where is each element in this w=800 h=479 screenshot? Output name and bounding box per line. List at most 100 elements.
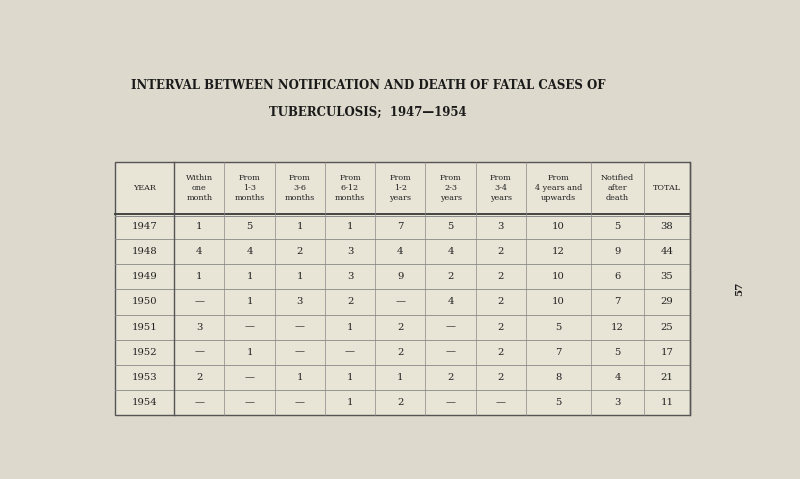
Text: —: — xyxy=(395,297,406,307)
Text: 1: 1 xyxy=(297,273,303,281)
Text: 4: 4 xyxy=(397,247,403,256)
Text: 12: 12 xyxy=(552,247,565,256)
Text: 4: 4 xyxy=(246,247,253,256)
Text: 2: 2 xyxy=(196,373,202,382)
Text: 3: 3 xyxy=(297,297,303,307)
Text: 1: 1 xyxy=(196,273,202,281)
Text: YEAR: YEAR xyxy=(133,184,156,192)
Text: 44: 44 xyxy=(661,247,674,256)
Text: 5: 5 xyxy=(614,222,621,231)
Text: 1950: 1950 xyxy=(132,297,158,307)
Text: 35: 35 xyxy=(661,273,674,281)
Bar xyxy=(115,162,690,415)
Text: —: — xyxy=(446,348,455,357)
Text: 12: 12 xyxy=(611,322,624,331)
Text: 11: 11 xyxy=(661,398,674,407)
Text: 10: 10 xyxy=(552,297,565,307)
Text: 4: 4 xyxy=(447,297,454,307)
Text: 1: 1 xyxy=(346,373,354,382)
Text: 10: 10 xyxy=(552,222,565,231)
Text: From
4 years and
upwards: From 4 years and upwards xyxy=(535,174,582,202)
Text: 5: 5 xyxy=(614,348,621,357)
Text: From
3-6
months: From 3-6 months xyxy=(285,174,315,202)
Text: From
1-3
months: From 1-3 months xyxy=(234,174,265,202)
Text: 38: 38 xyxy=(661,222,674,231)
Text: 6: 6 xyxy=(614,273,621,281)
Text: 1: 1 xyxy=(246,348,253,357)
Text: 9: 9 xyxy=(397,273,403,281)
Text: 2: 2 xyxy=(498,373,504,382)
Text: 1: 1 xyxy=(346,322,354,331)
Text: 1: 1 xyxy=(346,222,354,231)
Text: 5: 5 xyxy=(555,322,562,331)
Text: 3: 3 xyxy=(347,273,354,281)
Text: 1: 1 xyxy=(397,373,403,382)
Text: 3: 3 xyxy=(614,398,621,407)
Text: 1: 1 xyxy=(196,222,202,231)
Text: 7: 7 xyxy=(555,348,562,357)
Text: —: — xyxy=(245,373,254,382)
Text: —: — xyxy=(446,322,455,331)
Text: 1948: 1948 xyxy=(132,247,158,256)
Text: 1: 1 xyxy=(297,222,303,231)
Text: 2: 2 xyxy=(498,322,504,331)
Text: 21: 21 xyxy=(661,373,674,382)
Text: TUBERCULOSIS;  1947—1954: TUBERCULOSIS; 1947—1954 xyxy=(269,105,467,118)
Text: —: — xyxy=(294,348,305,357)
Text: INTERVAL BETWEEN NOTIFICATION AND DEATH OF FATAL CASES OF: INTERVAL BETWEEN NOTIFICATION AND DEATH … xyxy=(130,79,606,91)
Text: 2: 2 xyxy=(297,247,303,256)
Text: 1: 1 xyxy=(346,398,354,407)
Text: 2: 2 xyxy=(347,297,354,307)
Text: 5: 5 xyxy=(555,398,562,407)
Text: —: — xyxy=(245,398,254,407)
Text: Notified
after
death: Notified after death xyxy=(601,174,634,202)
Text: 2: 2 xyxy=(498,273,504,281)
Text: —: — xyxy=(345,348,355,357)
Text: 1953: 1953 xyxy=(132,373,158,382)
Text: 2: 2 xyxy=(498,348,504,357)
Text: 3: 3 xyxy=(498,222,504,231)
Text: 3: 3 xyxy=(347,247,354,256)
Text: 3: 3 xyxy=(196,322,202,331)
Text: —: — xyxy=(194,297,204,307)
Text: 1952: 1952 xyxy=(132,348,158,357)
Text: 1954: 1954 xyxy=(132,398,158,407)
Text: 2: 2 xyxy=(447,373,454,382)
Text: 5: 5 xyxy=(246,222,253,231)
Text: 1: 1 xyxy=(297,373,303,382)
Text: From
2-3
years: From 2-3 years xyxy=(439,174,462,202)
Text: 2: 2 xyxy=(498,297,504,307)
Text: 29: 29 xyxy=(661,297,674,307)
Text: 1: 1 xyxy=(246,297,253,307)
Text: 4: 4 xyxy=(614,373,621,382)
Text: 2: 2 xyxy=(397,398,403,407)
Text: 2: 2 xyxy=(397,348,403,357)
Text: —: — xyxy=(194,398,204,407)
Text: 1951: 1951 xyxy=(132,322,158,331)
Text: 2: 2 xyxy=(397,322,403,331)
Text: 57: 57 xyxy=(735,281,745,296)
Text: 2: 2 xyxy=(498,247,504,256)
Text: 1947: 1947 xyxy=(132,222,158,231)
Text: —: — xyxy=(194,348,204,357)
Text: 7: 7 xyxy=(397,222,403,231)
Text: 1949: 1949 xyxy=(132,273,158,281)
Text: 9: 9 xyxy=(614,247,621,256)
Text: 10: 10 xyxy=(552,273,565,281)
Text: 7: 7 xyxy=(614,297,621,307)
Text: From
6-12
months: From 6-12 months xyxy=(335,174,365,202)
Text: —: — xyxy=(245,322,254,331)
Text: 4: 4 xyxy=(447,247,454,256)
Text: From
3-4
years: From 3-4 years xyxy=(490,174,512,202)
Text: TOTAL: TOTAL xyxy=(653,184,681,192)
Text: 2: 2 xyxy=(447,273,454,281)
Text: 1: 1 xyxy=(246,273,253,281)
Text: 25: 25 xyxy=(661,322,674,331)
Text: From
1-2
years: From 1-2 years xyxy=(390,174,411,202)
Text: 8: 8 xyxy=(555,373,562,382)
Text: 4: 4 xyxy=(196,247,202,256)
Text: —: — xyxy=(294,322,305,331)
Text: —: — xyxy=(294,398,305,407)
Text: —: — xyxy=(496,398,506,407)
Text: Within
one
month: Within one month xyxy=(186,174,213,202)
